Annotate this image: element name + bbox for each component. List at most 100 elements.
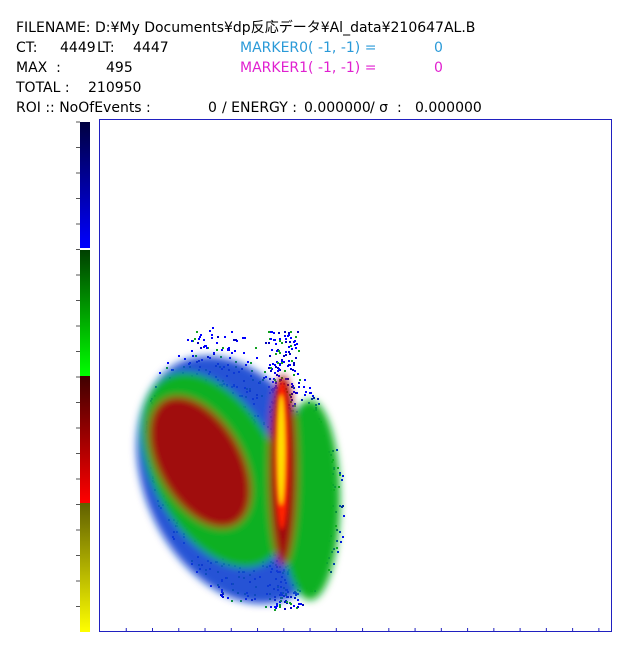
count-cell [313,397,315,399]
count-cell [342,536,344,538]
count-cell [339,505,341,507]
count-cell [278,332,280,334]
count-cell [312,395,314,397]
count-cell [256,357,258,359]
marker0-value: 0 [434,40,443,56]
count-cell [298,386,300,388]
max-label: MAX : [16,60,61,76]
count-cell [231,352,233,354]
count-cell [255,347,257,349]
roi-events: 0 [208,100,217,116]
count-cell [293,364,295,366]
count-cell [244,337,246,339]
count-cell [336,449,338,451]
count-cell [203,339,205,341]
count-cell [268,342,270,344]
count-cell [217,336,219,338]
lt-label: LT: [97,40,115,56]
count-cell [283,355,285,357]
count-cell [265,376,267,378]
count-cell [295,336,297,338]
count-cell [318,403,320,405]
count-cell [272,381,274,383]
count-cell [274,606,276,608]
count-cell [340,541,342,543]
count-cell [187,339,189,341]
count-cell [291,383,293,385]
count-cell [289,353,291,355]
count-cell [298,603,300,605]
count-cell [285,338,287,340]
count-cell [295,392,297,394]
count-cell [277,362,279,364]
count-cell [199,336,201,338]
count-cell [301,399,303,401]
count-cell [317,398,319,400]
count-cell [195,355,197,357]
count-cell [337,551,339,553]
marker0-label: MARKER0( -1, -1) = [240,40,377,56]
count-cell [211,334,213,336]
count-cell [298,382,300,384]
count-cell [274,339,276,341]
count-cell [240,600,242,602]
count-cell [222,347,224,349]
count-cell [212,327,214,329]
count-cell [220,356,222,358]
plot-frame [99,119,612,632]
count-cell [284,335,286,337]
count-cell [290,368,292,370]
roi-label: ROI :: NoOfEvents : [16,100,151,116]
count-cell [339,472,341,474]
count-cell [294,597,296,599]
total-label: TOTAL : [16,80,70,96]
count-cell [339,531,341,533]
count-cell [293,362,295,364]
colorbar-yellow [80,503,90,632]
count-cell [224,336,226,338]
count-cell [270,331,272,333]
count-cell [333,563,335,565]
heatmap [136,327,345,611]
count-cell [278,375,280,377]
colorbar-red [80,376,90,503]
count-cell [297,606,299,608]
count-cell [278,350,280,352]
count-cell [295,594,297,596]
count-cell [276,605,278,607]
peak [275,380,289,530]
count-cell [311,398,313,400]
count-cell [292,369,294,371]
count-cell [166,367,168,369]
count-cell [275,353,277,355]
count-cell [216,342,218,344]
count-cell [330,571,332,573]
count-cell [283,361,285,363]
count-cell [294,405,296,407]
count-cell [274,364,276,366]
count-cell [216,349,218,351]
count-cell [213,352,215,354]
count-cell [304,394,306,396]
count-cell [294,403,296,405]
count-cell [204,345,206,347]
count-cell [291,348,293,350]
count-cell [200,347,202,349]
count-cell [275,382,277,384]
count-cell [339,474,341,476]
count-cell [264,371,266,373]
count-cell [277,370,279,372]
count-cell [284,608,286,610]
count-cell [265,606,267,608]
count-cell [222,593,224,595]
sigma-value: 0.000000 [415,100,482,116]
count-cell [221,349,223,351]
count-cell [234,350,236,352]
count-cell [275,366,277,368]
count-cell [167,362,169,364]
lt-value: 4447 [133,40,169,56]
count-cell [310,392,312,394]
count-cell [269,364,271,366]
